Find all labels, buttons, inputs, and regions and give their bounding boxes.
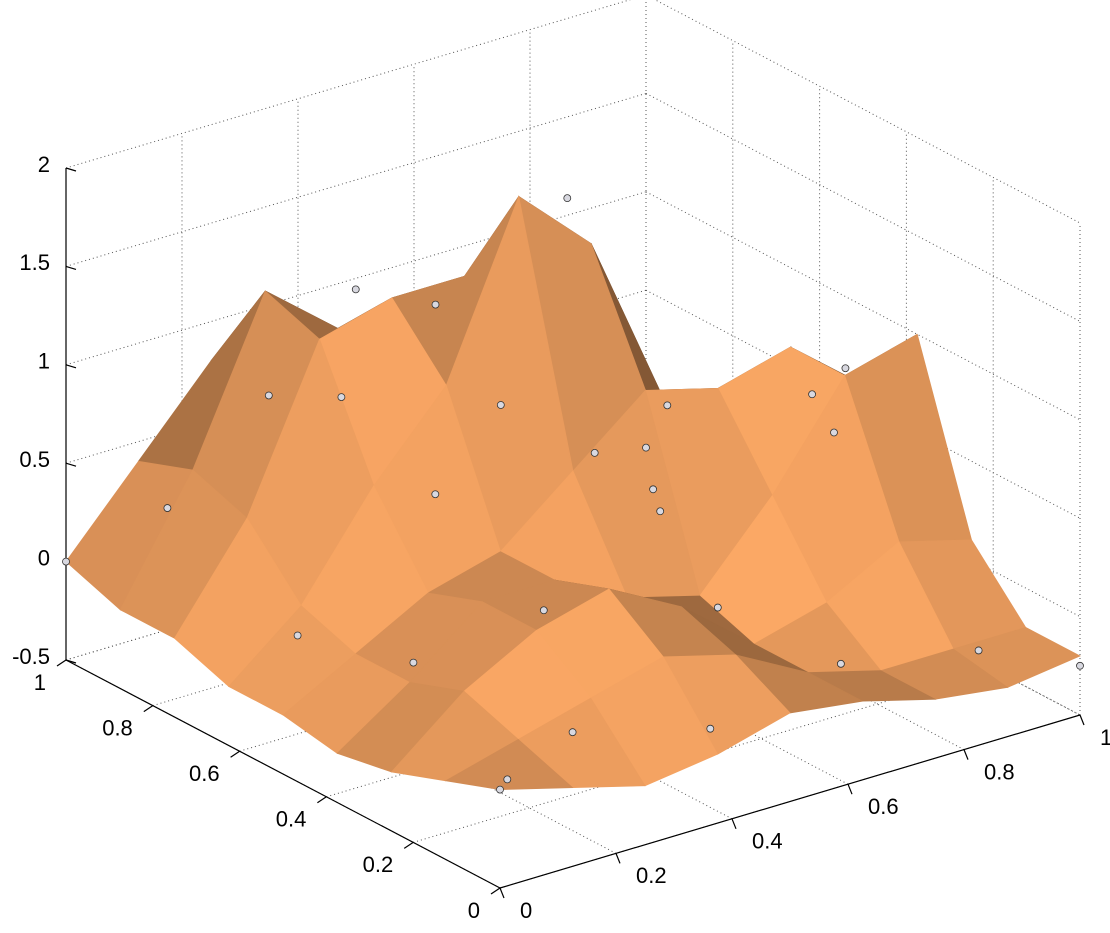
y-tick-label: 0.2 — [363, 852, 394, 877]
z-tick — [65, 462, 77, 467]
z-tick-label: 1 — [38, 349, 50, 374]
z-tick-label: 1.5 — [19, 250, 50, 275]
x-tick — [731, 818, 737, 830]
z-tick — [65, 364, 77, 369]
z-tick — [65, 265, 77, 270]
y-tick — [490, 887, 501, 895]
data-point — [496, 785, 504, 794]
z-tick — [65, 659, 77, 664]
x-tick — [615, 853, 621, 864]
data-point — [663, 401, 672, 410]
data-point — [649, 485, 657, 494]
x-tick-label: 1 — [1100, 725, 1110, 750]
y-tick — [230, 750, 240, 758]
y-tick-label: 0.4 — [276, 807, 307, 832]
z-tick-label: 0 — [38, 545, 50, 570]
data-point — [837, 659, 845, 668]
data-point — [496, 401, 505, 409]
z-tick-label: -0.5 — [12, 644, 50, 669]
data-point — [62, 557, 70, 566]
data-point — [163, 504, 172, 512]
grid-line — [65, 0, 631, 169]
surface-patch — [444, 738, 574, 791]
y-tick — [143, 705, 154, 713]
data-point — [706, 724, 715, 733]
x-tick — [1079, 714, 1085, 726]
x-tick-label: 0.2 — [636, 863, 667, 888]
x-tick — [963, 749, 969, 760]
grid-line — [645, 388, 1081, 618]
y-tick-label: 0.6 — [189, 761, 220, 786]
z-tick-label: 0.5 — [19, 447, 50, 472]
data-point — [656, 507, 665, 516]
data-point — [974, 646, 983, 655]
x-tick-label: 0.6 — [868, 794, 899, 819]
data-point — [264, 391, 273, 400]
data-point — [503, 775, 512, 784]
data-point — [409, 658, 418, 667]
data-point — [431, 300, 440, 309]
data-point — [351, 285, 360, 294]
data-point — [642, 443, 650, 452]
data-point — [431, 490, 440, 499]
grid-line — [645, 289, 1081, 519]
z-tick — [65, 167, 77, 172]
y-tick — [403, 841, 414, 849]
z-tick-label: 2 — [38, 152, 50, 177]
y-tick-label: 0.8 — [102, 715, 133, 740]
grid-line — [645, 191, 1081, 421]
data-point — [808, 390, 816, 399]
data-point — [539, 606, 548, 615]
y-tick — [317, 796, 327, 804]
data-point — [713, 603, 722, 612]
data-point — [337, 393, 346, 402]
grid-line — [65, 92, 647, 267]
y-axis — [65, 659, 501, 889]
grid-line — [645, 92, 1081, 322]
y-tick-label: 0 — [468, 898, 480, 923]
data-point — [563, 194, 572, 203]
x-tick-label: 0.8 — [984, 759, 1015, 784]
data-point — [1076, 661, 1084, 670]
x-axis — [499, 714, 1081, 889]
grid-line — [654, 0, 1081, 224]
data-point — [841, 364, 850, 373]
data-point — [830, 428, 838, 437]
data-point — [568, 728, 577, 737]
y-tick — [56, 659, 67, 667]
x-tick — [847, 783, 853, 795]
x-tick-label: 0 — [520, 898, 532, 923]
x-tick-label: 0.4 — [752, 829, 783, 854]
y-tick-label: 1 — [34, 670, 46, 695]
data-point — [293, 631, 302, 640]
x-tick — [499, 887, 505, 899]
data-point — [590, 448, 599, 457]
